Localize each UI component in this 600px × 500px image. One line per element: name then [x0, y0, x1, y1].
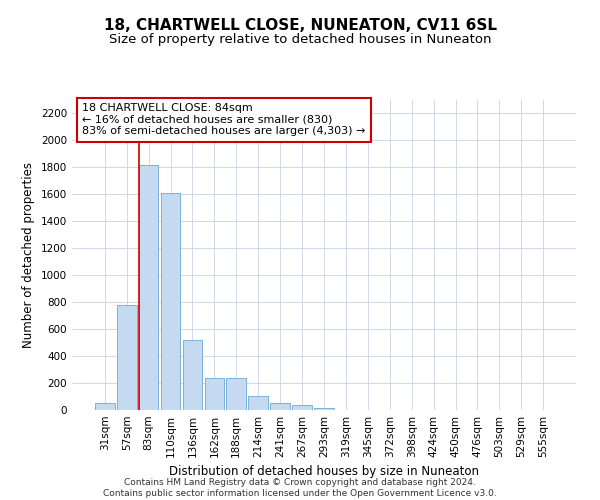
- Bar: [248, 396, 268, 410]
- Text: Contains HM Land Registry data © Crown copyright and database right 2024.
Contai: Contains HM Land Registry data © Crown c…: [103, 478, 497, 498]
- Bar: [314, 408, 334, 410]
- Bar: [139, 164, 158, 410]
- Bar: [270, 402, 290, 410]
- Text: Size of property relative to detached houses in Nuneaton: Size of property relative to detached ho…: [109, 32, 491, 46]
- Bar: [182, 340, 202, 410]
- Bar: [205, 378, 224, 410]
- Bar: [95, 402, 115, 410]
- Text: 18 CHARTWELL CLOSE: 84sqm
← 16% of detached houses are smaller (830)
83% of semi: 18 CHARTWELL CLOSE: 84sqm ← 16% of detac…: [82, 103, 365, 136]
- Bar: [117, 305, 137, 410]
- Y-axis label: Number of detached properties: Number of detached properties: [22, 162, 35, 348]
- X-axis label: Distribution of detached houses by size in Nuneaton: Distribution of detached houses by size …: [169, 466, 479, 478]
- Bar: [292, 405, 312, 410]
- Bar: [161, 193, 181, 410]
- Bar: [226, 378, 246, 410]
- Text: 18, CHARTWELL CLOSE, NUNEATON, CV11 6SL: 18, CHARTWELL CLOSE, NUNEATON, CV11 6SL: [104, 18, 497, 32]
